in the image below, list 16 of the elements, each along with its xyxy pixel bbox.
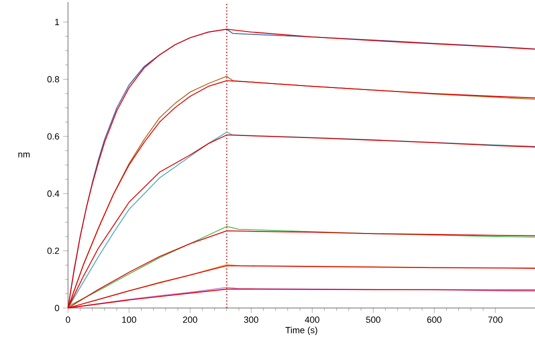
x-axis-title: Time (s) (285, 326, 318, 336)
x-tick-label: 600 (427, 316, 442, 323)
y-axis-title: nm (18, 152, 30, 158)
y-tick-label: 0 (54, 304, 60, 312)
x-tick-label: 500 (366, 316, 380, 323)
x-tick-label: 400 (304, 316, 320, 323)
y-tick-label: 0.2 (47, 248, 60, 254)
x-tick-label: 100 (122, 316, 136, 323)
x-tick-label: 700 (488, 316, 502, 323)
x-tick-label: 300 (244, 316, 258, 323)
y-tick-label: 0.4 (47, 190, 60, 197)
y-tick-label: 0.8 (47, 76, 60, 82)
y-tick-label: 1 (55, 18, 60, 26)
x-tick-label: 0 (66, 316, 70, 323)
y-tick-label: 0.6 (47, 133, 60, 140)
x-tick-label: 200 (183, 316, 198, 323)
